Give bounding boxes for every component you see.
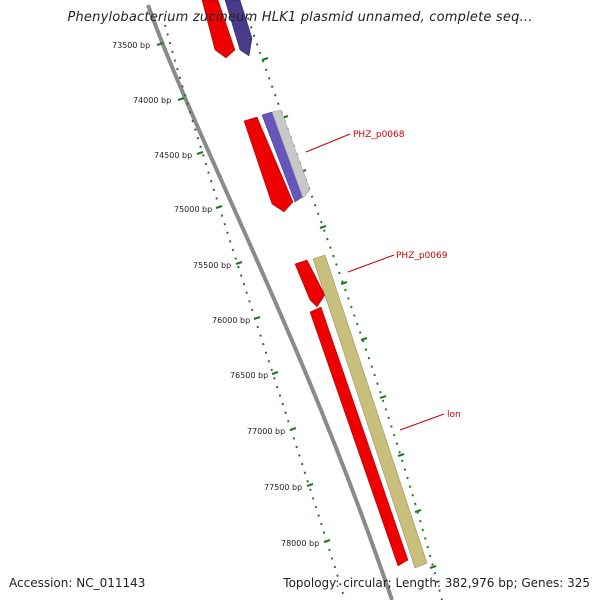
gene-lon-khaki xyxy=(312,254,428,569)
ruler-label: 74000 bp xyxy=(133,96,171,105)
ruler-label: 75500 bp xyxy=(193,261,231,270)
ruler-labels: 73500 bp 74000 bp 74500 bp 75000 bp 7550… xyxy=(112,41,319,548)
ruler-label: 73500 bp xyxy=(112,41,150,50)
callout-p0068 xyxy=(305,133,351,153)
gene-p0068-grey xyxy=(271,109,311,199)
ruler-ticks-left xyxy=(156,42,331,543)
gene-label-phz-p0069[interactable]: PHZ_p0069 xyxy=(396,251,448,261)
gene-top-red xyxy=(201,0,236,59)
gene-p0069-red-a xyxy=(294,259,326,308)
gene-block-lon[interactable] xyxy=(312,254,428,569)
summary-text: Topology: circular; Length: 382,976 bp; … xyxy=(283,576,590,590)
gene-p0069-red-b xyxy=(309,306,409,567)
gene-label-lon[interactable]: lon xyxy=(447,410,461,420)
ruler-label: 78000 bp xyxy=(281,539,319,548)
ruler-label: 77500 bp xyxy=(264,483,302,492)
ruler-label: 75000 bp xyxy=(174,205,212,214)
callout-p0069 xyxy=(347,254,395,273)
gene-label-phz-p0068[interactable]: PHZ_p0068 xyxy=(353,130,405,140)
ruler-label: 77000 bp xyxy=(247,427,285,436)
gene-block-phz-p0069[interactable] xyxy=(294,259,409,567)
ruler-label: 74500 bp xyxy=(154,151,192,160)
gene-block-phz-p0068[interactable] xyxy=(243,109,311,213)
gene-p0068-red xyxy=(243,116,294,213)
ruler-label: 76000 bp xyxy=(212,316,250,325)
gene-top-blue xyxy=(224,0,253,57)
accession-text: Accession: NC_011143 xyxy=(9,576,146,590)
ruler-label: 76500 bp xyxy=(230,371,268,380)
backbone-line xyxy=(146,4,394,600)
map-title: Phenylobacterium zucineum HLK1 plasmid u… xyxy=(67,10,533,25)
gene-block-top[interactable] xyxy=(201,0,253,59)
callout-lon xyxy=(399,413,445,431)
